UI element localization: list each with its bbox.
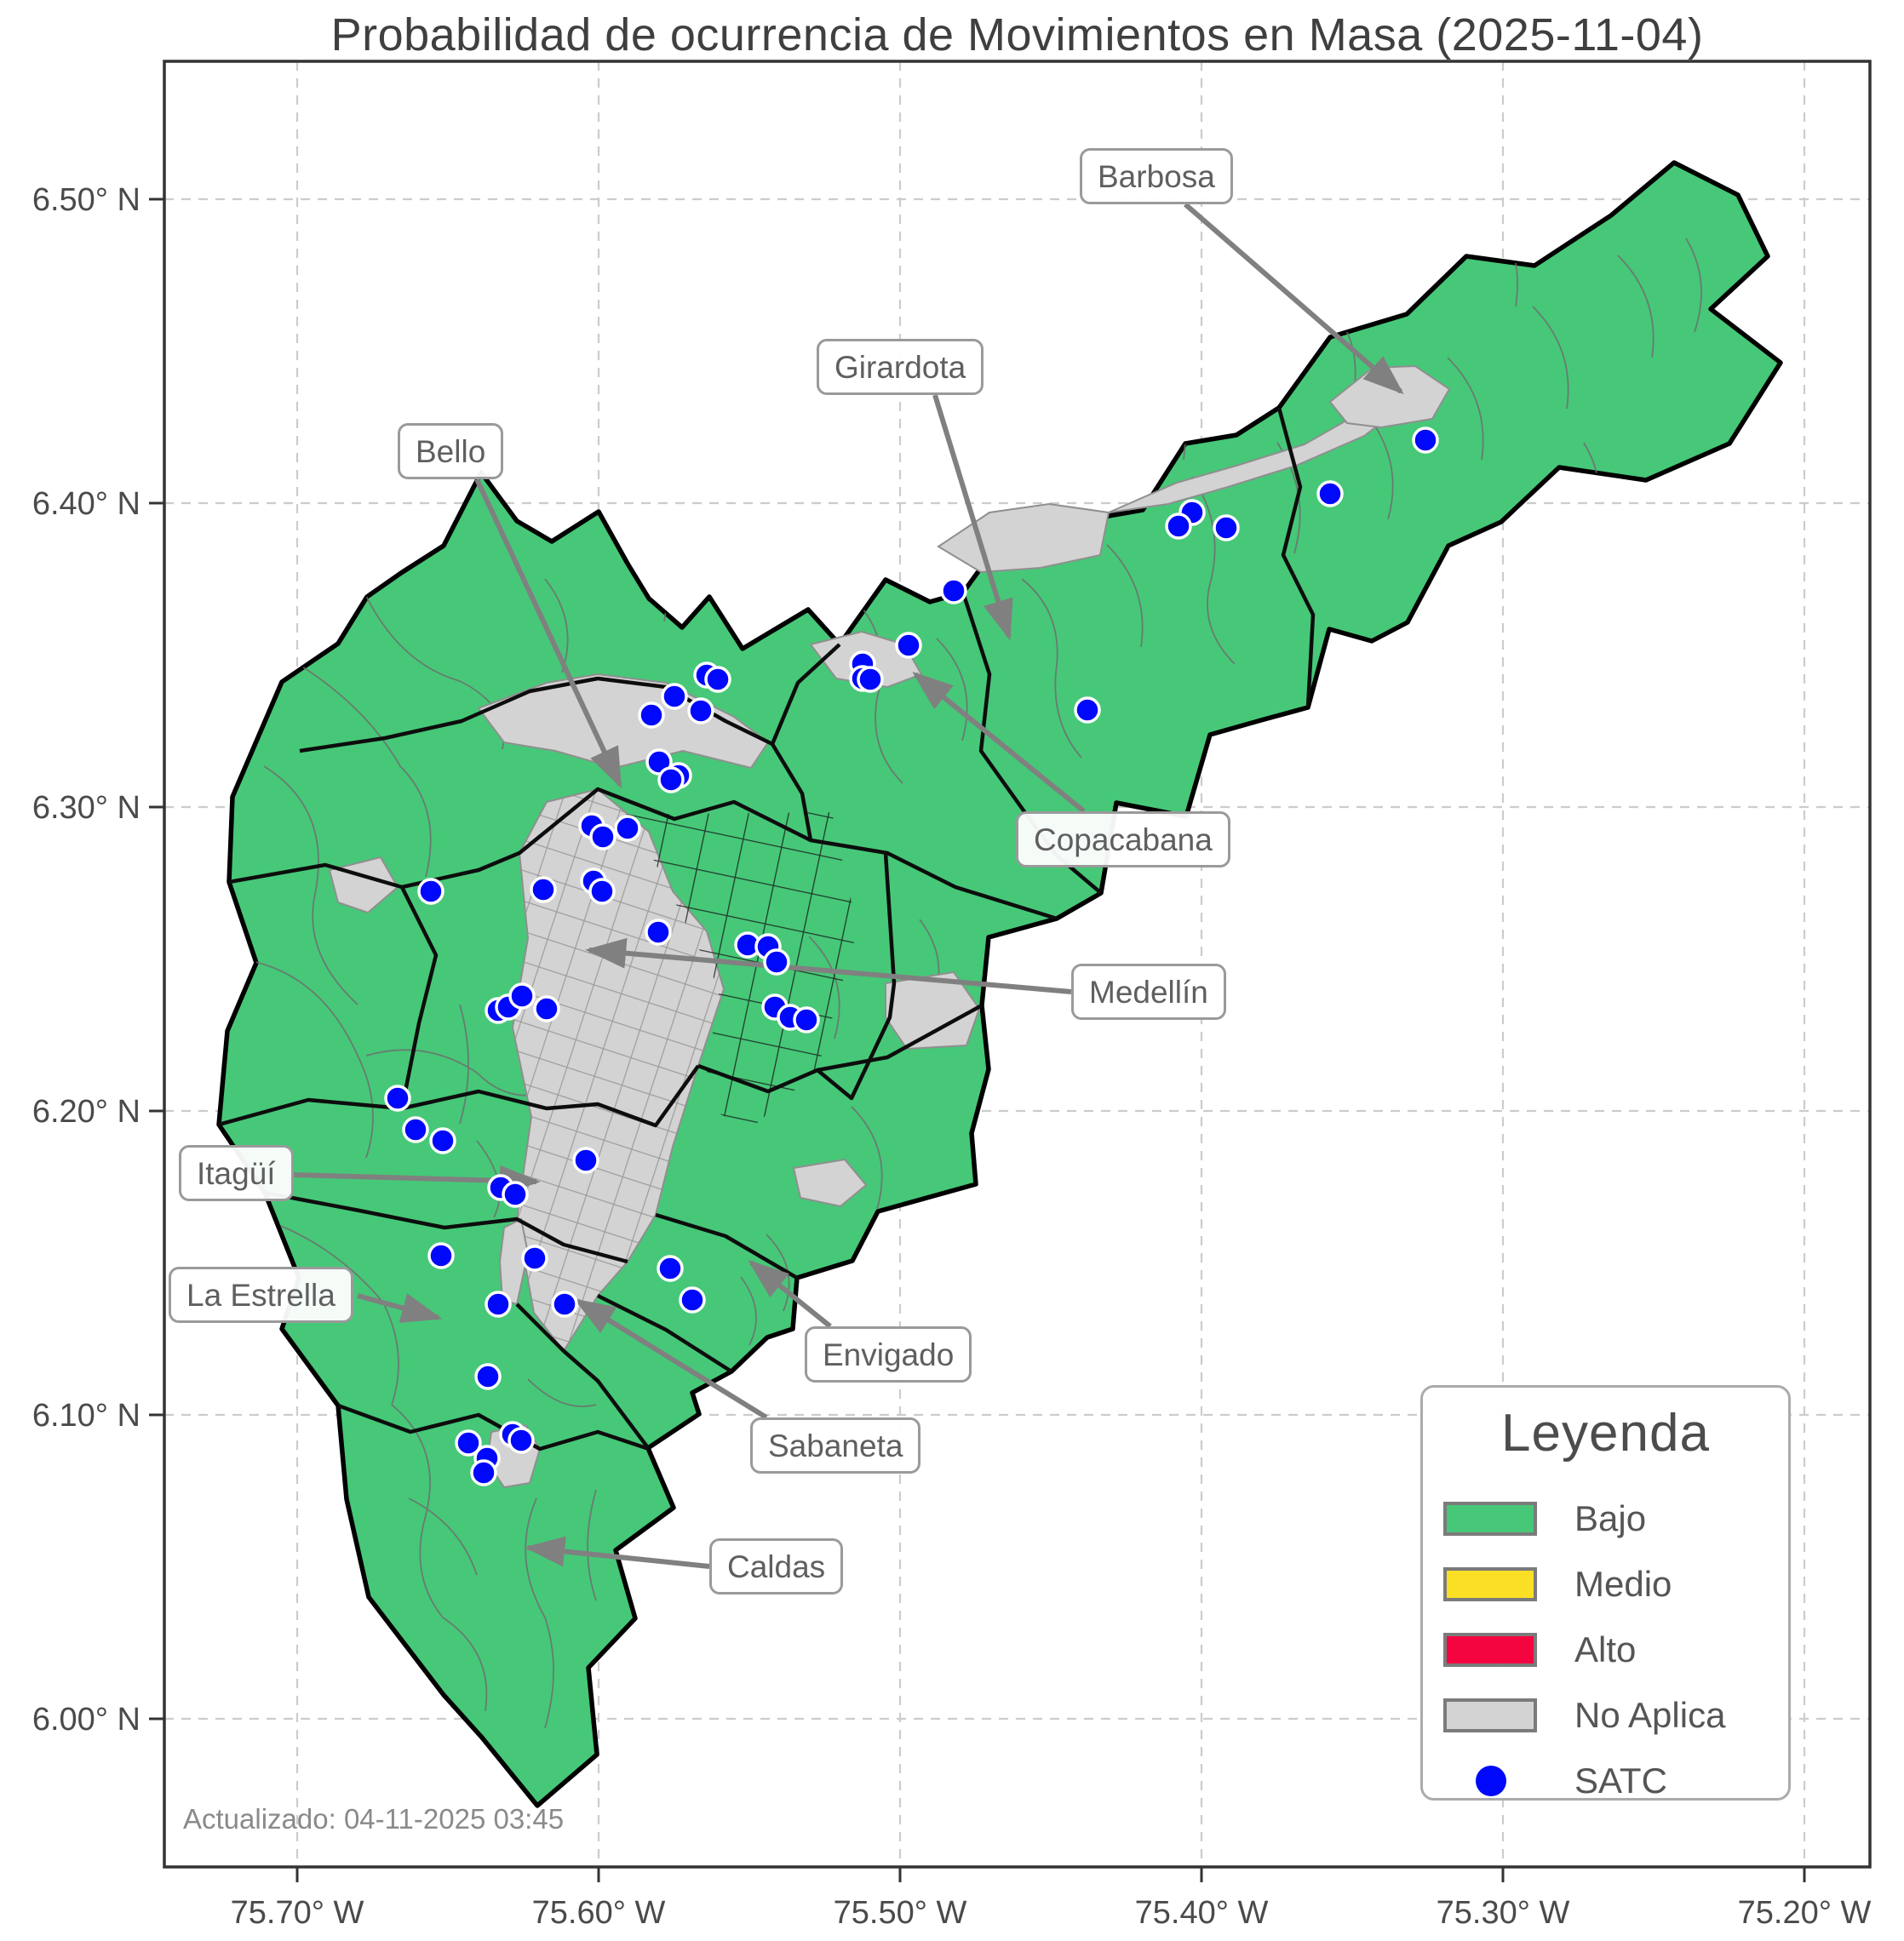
annotation-arrow (357, 1293, 443, 1323)
satc-dot (588, 878, 616, 905)
annotation-arrow (932, 394, 1013, 641)
satc-dot (402, 1116, 429, 1143)
satc-dot (572, 1147, 599, 1174)
legend-item-label: SATC (1574, 1760, 1667, 1801)
annotation-arrow (573, 1298, 768, 1420)
satc-dot (793, 1006, 820, 1033)
legend-item-label: Alto (1574, 1629, 1637, 1669)
satc-dot (1074, 696, 1101, 724)
updated-note: Actualizado: 04-11-2025 03:45 (183, 1803, 565, 1835)
axis-ticks: 75.70° W 75.60° W 75.50° W 75.40° W 75.30° W… (32, 182, 1872, 1931)
x-tick-label: 75.20° W (1738, 1895, 1872, 1931)
legend-item-no-aplica: No Aplica (1423, 1682, 1788, 1748)
legend-swatch-bajo (1443, 1501, 1537, 1536)
y-tick-label: 6.30° N (32, 790, 141, 826)
legend-swatch-alto (1443, 1632, 1537, 1667)
satc-dot (657, 1255, 684, 1282)
legend-item-medio: Medio (1423, 1551, 1788, 1617)
page-title: Probabilidad de ocurrencia de Movimiento… (330, 9, 1704, 60)
municipal-boundaries (219, 407, 1316, 1451)
legend-item-label: No Aplica (1574, 1694, 1726, 1735)
legend-items: Bajo Medio Alto No Aplica SATC (1423, 1486, 1788, 1813)
satc-dot (533, 995, 560, 1022)
legend-item-label: Bajo (1574, 1497, 1647, 1538)
annotation-arrow (912, 671, 1086, 814)
satc-dot (614, 815, 641, 842)
plot-border (163, 60, 1872, 1869)
satc-dot (1213, 514, 1240, 541)
x-tick-label: 75.30° W (1437, 1895, 1570, 1931)
annotation-label-caldas: Caldas (709, 1538, 844, 1595)
legend-item-bajo: Bajo (1423, 1486, 1788, 1551)
legend: Leyenda Bajo Medio Alto No Aplica SATC (1420, 1385, 1791, 1801)
annotation-label-itagui: Itagüí (179, 1145, 294, 1201)
satc-dot (1165, 512, 1192, 540)
satc-dot (551, 1291, 578, 1318)
legend-item-label: Medio (1574, 1563, 1672, 1604)
legend-swatch-medio (1443, 1566, 1537, 1601)
satc-dot (485, 1291, 512, 1318)
satc-dot (429, 1127, 456, 1154)
satc-dot (638, 701, 665, 729)
satc-dot (508, 1427, 535, 1454)
y-tick-label: 6.10° N (32, 1398, 141, 1434)
legend-dot-icon (1476, 1765, 1506, 1796)
legend-item-alto: Alto (1423, 1617, 1788, 1682)
comuna-grid-area (602, 812, 857, 1130)
satc-dot (895, 632, 922, 659)
urban-area (885, 970, 981, 1051)
satc-dot (940, 577, 967, 604)
x-tick-label: 75.60° W (532, 1895, 666, 1931)
annotation-label-copacabana: Copacabana (1016, 811, 1230, 867)
annotation-label-envigado: Envigado (805, 1326, 972, 1383)
annotation-label-girardota: Girardota (817, 339, 984, 395)
satc-dot (589, 823, 617, 850)
urban-area (477, 673, 770, 770)
satc-dot (502, 1181, 529, 1208)
y-tick-label: 6.20° N (32, 1094, 141, 1130)
legend-title: Leyenda (1501, 1404, 1710, 1463)
satc-dot (474, 1363, 502, 1390)
satc-dot (384, 1085, 411, 1112)
satc-dot (763, 948, 790, 976)
annotation-arrow (585, 937, 1072, 994)
y-tick-label: 6.50° N (32, 182, 141, 218)
satc-dot (508, 982, 536, 1010)
legend-item-satc: SATC (1423, 1748, 1788, 1813)
x-tick-label: 75.50° W (834, 1895, 967, 1931)
annotation-label-barbosa: Barbosa (1080, 148, 1233, 204)
annotation-arrow (748, 1259, 832, 1329)
satc-dot (455, 1429, 482, 1457)
satc-dots (384, 427, 1439, 1486)
annotation-arrow (474, 478, 622, 789)
satc-dot (661, 683, 688, 710)
urban-area (792, 1158, 868, 1208)
annotation-arrow (1184, 202, 1404, 395)
satc-dot (417, 878, 444, 905)
satc-dot (1316, 480, 1344, 507)
satc-dot (657, 766, 685, 793)
satc-dot (679, 1286, 706, 1314)
satc-dot (470, 1459, 497, 1486)
satc-dot (687, 697, 714, 724)
annotation-label-medellin: Medellín (1071, 964, 1226, 1020)
annotation-label-sabaneta: Sabaneta (750, 1417, 921, 1474)
satc-dot (645, 919, 672, 946)
satc-dot (1412, 427, 1439, 454)
legend-swatch-no-aplica (1443, 1698, 1537, 1732)
x-tick-label: 75.40° W (1135, 1895, 1269, 1931)
satc-dot (530, 876, 557, 903)
satc-dot (704, 666, 731, 693)
annotation-label-la-estrella: La Estrella (169, 1267, 353, 1323)
satc-dot (427, 1242, 455, 1269)
x-tick-label: 75.70° W (231, 1895, 364, 1931)
y-tick-label: 6.00° N (32, 1702, 141, 1738)
annotation-label-bello: Bello (398, 423, 504, 479)
satc-dot (857, 666, 884, 693)
annotation-arrow (524, 1536, 710, 1569)
y-tick-label: 6.40° N (32, 486, 141, 522)
satc-dot (521, 1245, 548, 1272)
